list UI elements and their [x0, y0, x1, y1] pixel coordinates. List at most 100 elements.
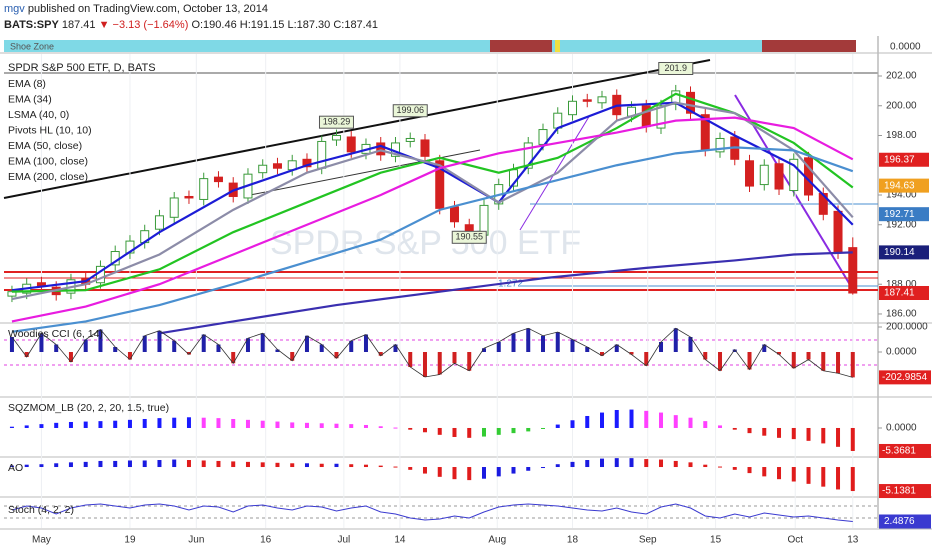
histogram-bar	[349, 464, 354, 468]
price-label: 194.63	[884, 180, 915, 191]
indicator-line	[159, 251, 853, 335]
header-line: mgv published on TradingView.com, Octobe…	[4, 3, 268, 15]
candle-body	[774, 163, 784, 190]
histogram-bar	[216, 418, 221, 428]
histogram-bar	[481, 348, 486, 352]
last-value: -5.3681	[882, 446, 916, 457]
histogram-bar	[806, 427, 811, 441]
candle-body	[671, 90, 681, 105]
histogram-bar	[349, 424, 354, 428]
histogram-bar	[68, 352, 73, 362]
histogram-bar	[718, 425, 723, 428]
histogram-bar	[39, 424, 44, 428]
legend-entry: EMA (100, close)	[8, 155, 88, 167]
candle-body	[789, 158, 799, 192]
histogram-bar	[231, 418, 236, 428]
candle-body	[258, 164, 268, 174]
histogram-bar	[378, 426, 383, 428]
histogram-bar	[688, 417, 693, 428]
histogram-bar	[467, 352, 472, 371]
histogram-bar	[334, 423, 339, 428]
histogram-bar	[290, 352, 295, 361]
candle-body	[420, 139, 430, 157]
histogram-bar	[585, 460, 590, 468]
histogram-bar	[659, 412, 664, 428]
indicator-line	[11, 101, 854, 292]
candle-body	[833, 210, 843, 254]
histogram-bar	[113, 420, 118, 428]
x-tick-label: 15	[710, 535, 722, 546]
histogram-bar	[172, 340, 177, 352]
histogram-bar	[245, 338, 250, 352]
histogram-bar	[408, 427, 413, 430]
shoe-zone-red	[490, 40, 552, 52]
histogram-bar	[481, 427, 486, 437]
y-tick-label: 0.0000	[886, 347, 917, 358]
histogram-bar	[39, 333, 44, 352]
histogram-bar	[186, 417, 191, 428]
watermark: SPDR S&P 500 ETF	[270, 224, 581, 262]
price-label: 187.41	[884, 288, 915, 299]
histogram-bar	[732, 467, 737, 470]
candle-body	[272, 163, 282, 169]
histogram-bar	[422, 427, 427, 433]
histogram-bar	[614, 458, 619, 468]
histogram-bar	[275, 349, 280, 352]
histogram-bar	[836, 467, 841, 490]
histogram-bar	[68, 421, 73, 428]
histogram-bar	[24, 425, 29, 428]
histogram-bar	[688, 337, 693, 352]
price-label-box	[879, 285, 929, 300]
price-label-box	[879, 152, 929, 167]
histogram-bar	[24, 464, 29, 468]
price-label-box	[879, 245, 929, 260]
histogram-bar	[703, 464, 708, 468]
x-tick-label: Sep	[639, 535, 657, 546]
histogram-bar	[555, 464, 560, 468]
histogram-bar	[659, 342, 664, 352]
histogram-bar	[585, 347, 590, 352]
panel-title: SQZMOM_LB (20, 2, 20, 1.5, true)	[8, 402, 169, 414]
histogram-bar	[319, 463, 324, 468]
y-tick-label: 200.00	[886, 100, 917, 111]
histogram-bar	[791, 352, 796, 369]
histogram-bar	[718, 466, 723, 468]
histogram-bar	[644, 352, 649, 366]
candle-body	[656, 105, 666, 129]
annotation: 199.06	[396, 105, 424, 115]
histogram-bar	[319, 423, 324, 428]
histogram-bar	[732, 427, 737, 430]
stoch-line	[11, 503, 853, 523]
ohlc: O:190.46 H:191.15 L:187.30 C:187.41	[191, 19, 378, 31]
histogram-bar	[275, 421, 280, 428]
histogram-bar	[836, 352, 841, 374]
histogram-bar	[496, 342, 501, 352]
histogram-bar	[467, 467, 472, 481]
x-tick-label: 14	[394, 535, 406, 546]
histogram-bar	[777, 352, 782, 355]
histogram-bar	[157, 418, 162, 428]
histogram-bar	[172, 417, 177, 428]
histogram-bar	[98, 460, 103, 468]
candle-body	[523, 142, 533, 169]
histogram-bar	[600, 352, 605, 356]
histogram-bar	[408, 467, 413, 470]
histogram-bar	[378, 465, 383, 468]
histogram-bar	[570, 420, 575, 428]
last: 187.41	[61, 19, 96, 31]
histogram-bar	[452, 352, 457, 364]
histogram-bar	[673, 328, 678, 352]
histogram-bar	[850, 352, 855, 378]
histogram-bar	[821, 467, 826, 487]
y-tick-label: 200.0000	[886, 322, 928, 333]
histogram-bar	[511, 427, 516, 434]
histogram-bar	[186, 352, 191, 355]
histogram-bar	[659, 459, 664, 468]
x-tick-label: 18	[567, 535, 579, 546]
histogram-bar	[304, 335, 309, 352]
histogram-bar	[113, 460, 118, 468]
y-tick-label: 202.00	[886, 71, 917, 82]
indicator-line	[11, 146, 854, 333]
panel-title: SPDR S&P 500 ETF, D, BATS	[8, 62, 156, 74]
histogram-bar	[349, 340, 354, 352]
